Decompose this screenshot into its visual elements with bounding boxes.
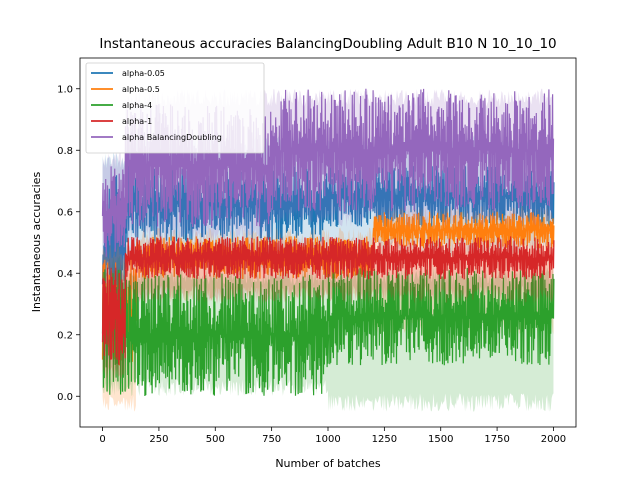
legend-label: alpha BalancingDoubling: [122, 133, 222, 142]
legend-label: alpha-4: [122, 101, 152, 110]
y-tick-label: 0.8: [57, 146, 73, 157]
series-line-alpha-1: [101, 236, 555, 365]
x-tick-label: 500: [206, 434, 225, 445]
legend-label: alpha-1: [122, 117, 152, 126]
x-tick-label: 2000: [541, 434, 566, 445]
y-axis: 0.0 0.2 0.4 0.6 0.8 1.0: [57, 84, 80, 403]
chart-title: Instantaneous accuracies BalancingDoubli…: [99, 36, 556, 52]
x-tick-label: 750: [262, 434, 281, 445]
series-alpha-4: [101, 267, 555, 412]
legend: alpha-0.05 alpha-0.5 alpha-4 alpha-1 alpha B…: [85, 62, 265, 154]
y-tick-label: 0.4: [57, 269, 73, 280]
y-tick-label: 0.2: [57, 330, 73, 341]
x-tick-label: 1500: [428, 434, 453, 445]
legend-label: alpha-0.05: [122, 69, 165, 78]
y-tick-label: 0.6: [57, 207, 73, 218]
x-tick-label: 1000: [315, 434, 340, 445]
x-tick-label: 1250: [372, 434, 397, 445]
x-axis-label: Number of batches: [275, 457, 381, 470]
y-axis-label: Instantaneous accuracies: [30, 172, 43, 313]
x-tick-label: 0: [99, 434, 105, 445]
series-alpha-1: [101, 236, 555, 381]
series-line-alpha-4: [101, 267, 555, 397]
y-tick-label: 0.0: [57, 392, 73, 403]
x-tick-label: 1750: [484, 434, 509, 445]
x-tick-label: 250: [149, 434, 168, 445]
plot-area: [101, 88, 555, 412]
legend-box: [85, 62, 265, 154]
series-line-alpha-balancingdoubling: [101, 88, 555, 257]
y-tick-label: 1.0: [57, 84, 73, 95]
x-axis: 0 250 500 750 1000 1250 1500 1750 2000: [99, 427, 566, 445]
legend-label: alpha-0.5: [122, 85, 160, 94]
